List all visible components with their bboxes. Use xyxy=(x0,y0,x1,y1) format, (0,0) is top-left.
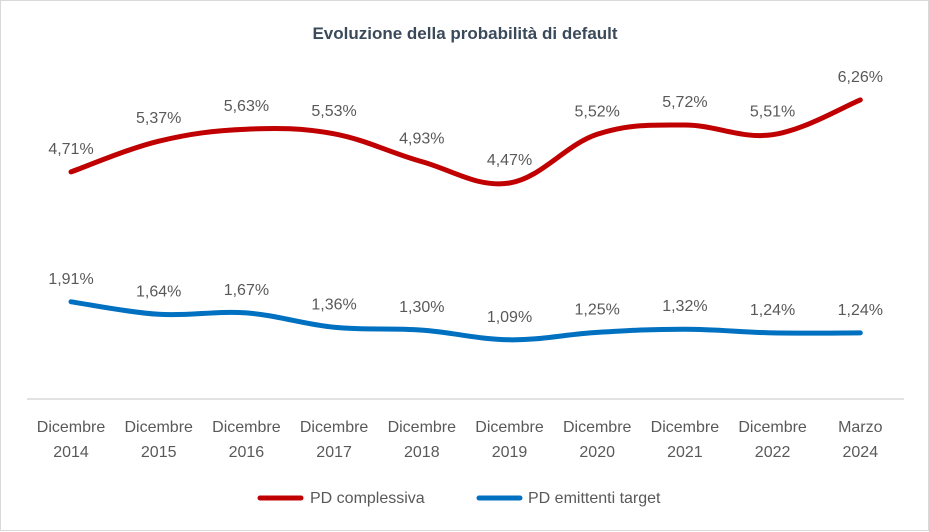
x-tick-label: 2014 xyxy=(53,444,89,461)
data-label-layer: 4,71% 5,37% 5,63% 5,53% 4,93% 4,47% 5,52% 5,72%… xyxy=(48,69,883,326)
x-tick-label: 2022 xyxy=(755,444,791,461)
x-tick-label: Dicembre xyxy=(37,419,106,436)
data-label: 1,25% xyxy=(575,301,620,318)
legend-label-1: PD complessiva xyxy=(310,490,425,507)
x-tick-label: Marzo xyxy=(838,419,883,436)
x-tick-label: 2015 xyxy=(141,444,177,461)
data-label: 1,91% xyxy=(48,271,93,288)
x-tick-label: 2019 xyxy=(492,444,528,461)
data-label: 4,71% xyxy=(48,141,93,158)
data-label: 5,52% xyxy=(575,103,620,120)
data-label: 1,64% xyxy=(136,283,181,300)
data-label: 1,24% xyxy=(838,302,883,319)
data-label: 1,67% xyxy=(224,282,269,299)
data-label: 4,93% xyxy=(399,131,444,148)
x-tick-label: Dicembre xyxy=(388,419,457,436)
x-tick-label: Dicembre xyxy=(212,419,281,436)
x-tick-label: 2021 xyxy=(667,444,703,461)
series-line-2 xyxy=(68,299,863,343)
x-tick-label: 2016 xyxy=(229,444,265,461)
data-label: 5,37% xyxy=(136,110,181,127)
x-tick-label: 2024 xyxy=(843,444,879,461)
series-line-1 xyxy=(68,97,863,187)
x-tick-label: Dicembre xyxy=(124,419,193,436)
series-layer xyxy=(68,97,863,343)
data-label: 4,47% xyxy=(487,152,532,169)
chart-title: Evoluzione della probabilità di default xyxy=(312,24,617,43)
x-tick-label: 2017 xyxy=(316,444,352,461)
data-label: 5,63% xyxy=(224,98,269,115)
data-label: 1,30% xyxy=(399,299,444,316)
data-label: 5,53% xyxy=(311,103,356,120)
x-tick-label: Dicembre xyxy=(563,419,632,436)
x-tick-label: Dicembre xyxy=(651,419,720,436)
x-tick-label: 2020 xyxy=(579,444,615,461)
x-tick-label: Dicembre xyxy=(300,419,369,436)
legend: PD complessiva PD emittenti target xyxy=(257,490,661,507)
data-label: 5,51% xyxy=(750,104,795,121)
data-label: 5,72% xyxy=(662,94,707,111)
data-label: 1,24% xyxy=(750,302,795,319)
data-label: 1,32% xyxy=(662,298,707,315)
x-tick-layer: Dicembre 2014 Dicembre 2015 Dicembre 2016 Dice… xyxy=(37,419,883,461)
x-tick-label: 2018 xyxy=(404,444,440,461)
x-tick-label: Dicembre xyxy=(738,419,807,436)
data-label: 1,36% xyxy=(311,296,356,313)
legend-label-2: PD emittenti target xyxy=(528,490,661,507)
data-label: 1,09% xyxy=(487,309,532,326)
x-tick-label: Dicembre xyxy=(475,419,544,436)
data-label: 6,26% xyxy=(838,69,883,86)
